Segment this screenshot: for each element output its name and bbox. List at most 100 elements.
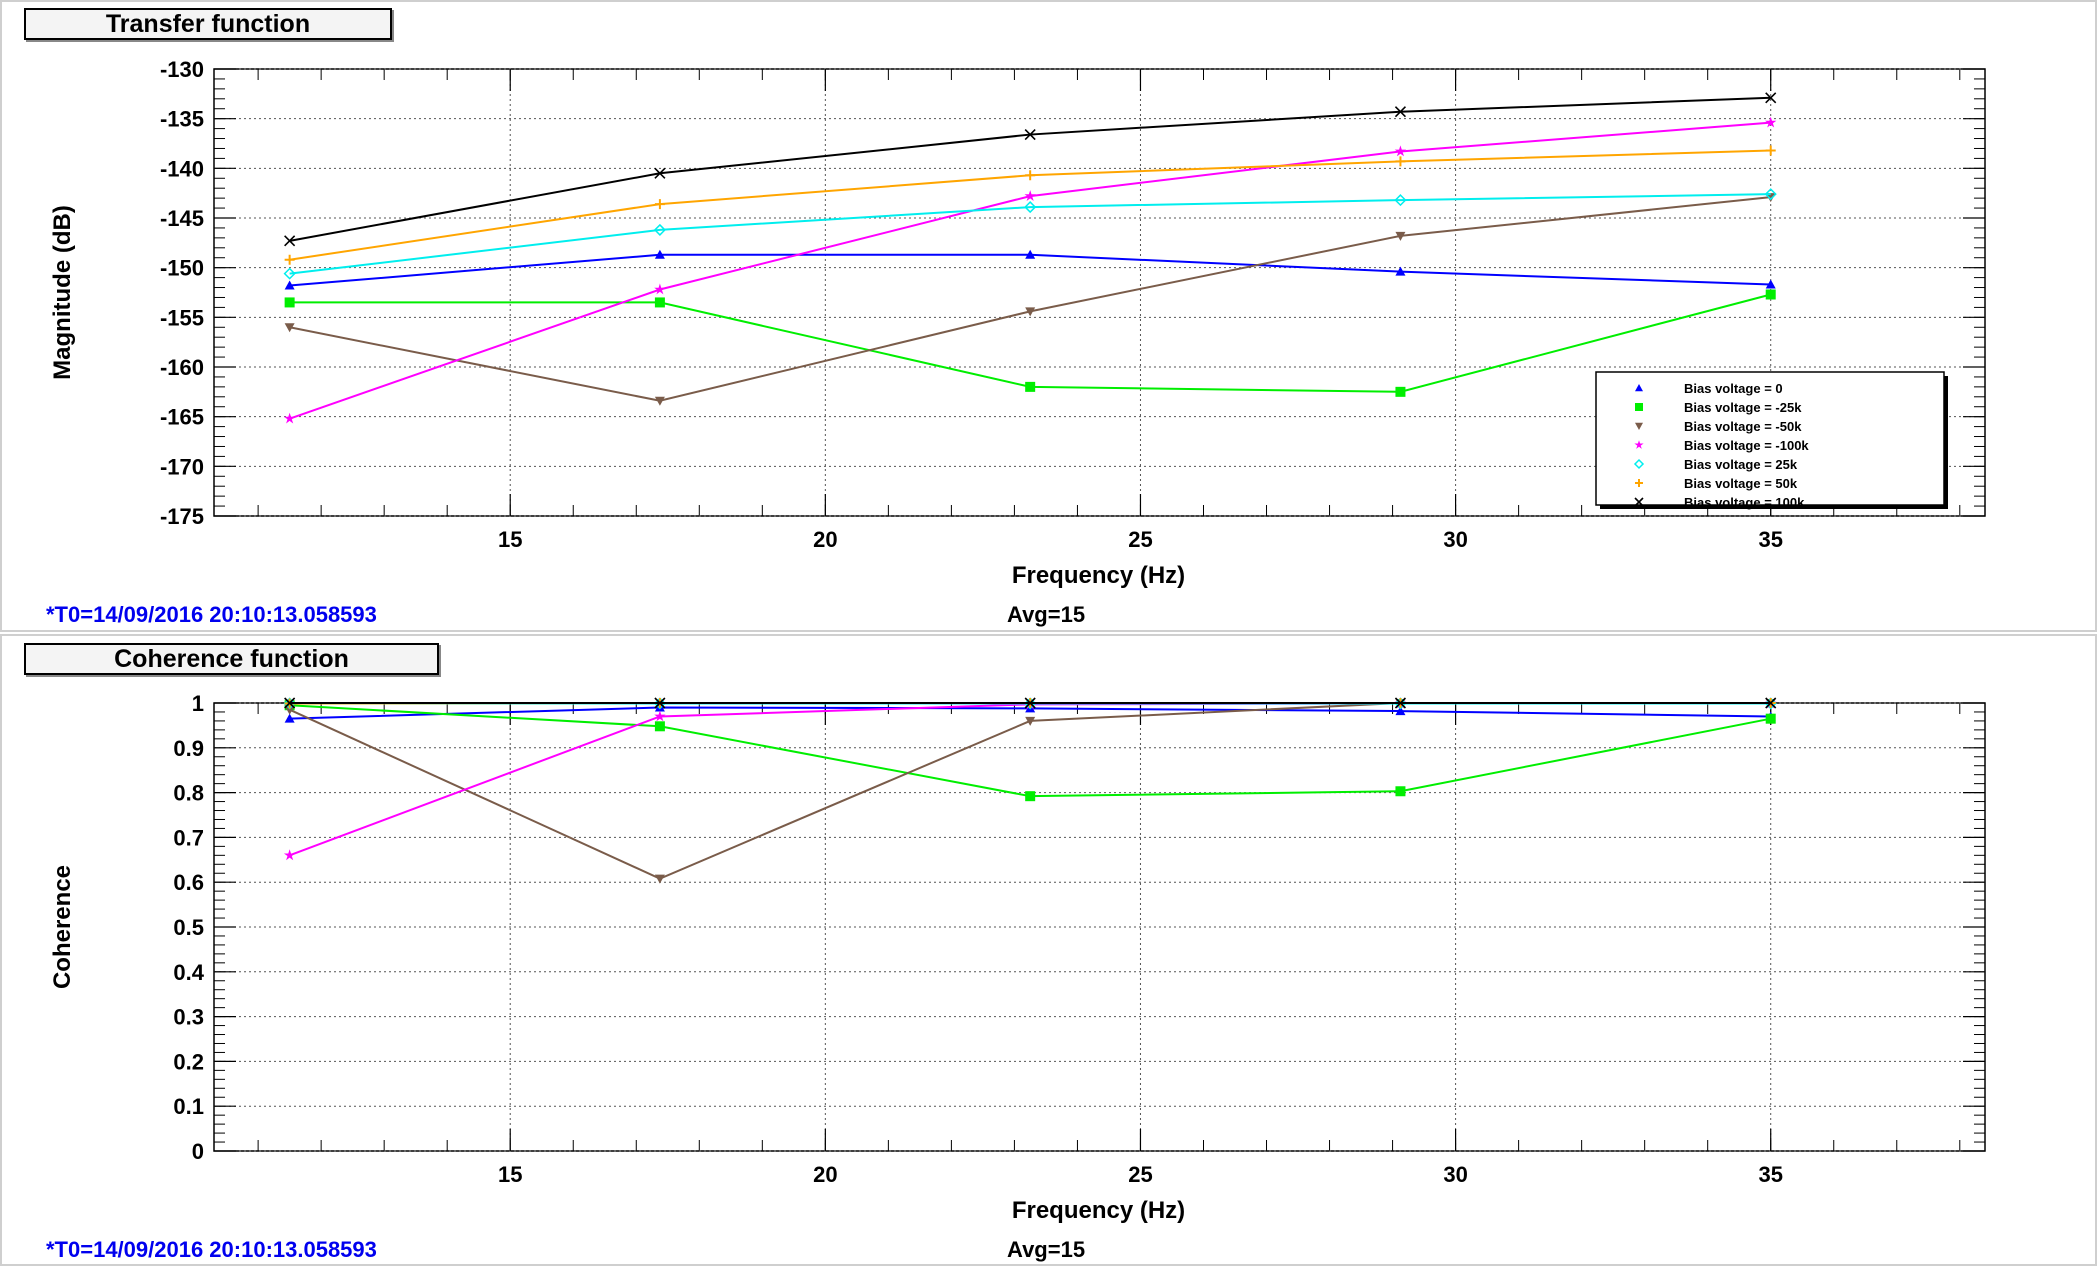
data-point: [1765, 279, 1776, 289]
legend-box: [1595, 371, 1945, 506]
data-point: [1764, 188, 1777, 201]
data-point: [654, 697, 666, 709]
legend-entry: Bias voltage = -25k: [1684, 400, 1802, 415]
data-point: [654, 710, 666, 722]
legend-marker: [1635, 384, 1643, 392]
data-point: [1394, 697, 1407, 709]
data-point: [1765, 145, 1776, 156]
data-point: [1764, 697, 1777, 710]
x-tick-label: 15: [498, 527, 522, 552]
coherence-title-box[interactable]: Coherence function: [24, 643, 439, 675]
transfer-title-box[interactable]: Transfer function: [24, 8, 392, 40]
data-point: [284, 713, 295, 723]
x-tick-label: 35: [1758, 527, 1782, 552]
transfer-avg-label: Avg=15: [1007, 602, 1086, 627]
data-point: [1025, 249, 1036, 259]
legend-marker: [1635, 422, 1643, 430]
data-point: [1395, 266, 1406, 276]
x-tick-label: 20: [813, 527, 837, 552]
data-point: [283, 849, 296, 861]
y-tick-label: 0.1: [173, 1094, 204, 1119]
y-tick-label: 0.3: [173, 1005, 204, 1030]
data-point: [654, 167, 666, 179]
data-point: [1765, 193, 1776, 203]
legend-marker: [1635, 403, 1643, 411]
legend-entry: Bias voltage = 0: [1684, 381, 1783, 396]
data-point: [284, 323, 295, 333]
y-tick-label: -165: [160, 405, 204, 430]
data-point: [1024, 201, 1037, 214]
legend-entry: Bias voltage = -100k: [1684, 438, 1809, 453]
data-point: [1394, 106, 1407, 118]
data-point: [1025, 791, 1036, 802]
x-axis-label: Frequency (Hz): [1012, 1197, 1185, 1224]
y-tick-label: 0.2: [173, 1049, 204, 1074]
y-axis-label: Magnitude (dB): [49, 205, 76, 380]
x-tick-label: 35: [1758, 1162, 1782, 1187]
x-tick-label: 15: [498, 1162, 522, 1187]
x-axis-label: Frequency (Hz): [1012, 562, 1185, 589]
legend-marker: [1635, 479, 1643, 487]
series-line: [289, 193, 1771, 275]
data-point: [1765, 713, 1776, 724]
data-point: [284, 705, 295, 715]
transfer-chart: -130 -135 -140 -145 -150 -155 -160 -165 -170 -175…: [49, 57, 1986, 589]
data-point: [1765, 289, 1776, 300]
y-tick-label: 0.4: [173, 960, 204, 985]
data-point: [284, 697, 296, 709]
y-tick-label: 0.9: [173, 736, 204, 761]
y-axis-label: Coherence: [49, 865, 76, 989]
x-tick-label: 25: [1128, 527, 1152, 552]
y-tick-label: 0.6: [173, 870, 204, 895]
data-point: [1394, 194, 1407, 207]
legend-entry: Bias voltage = -50k: [1684, 419, 1802, 434]
data-point: [1765, 92, 1777, 104]
data-point: [1025, 170, 1036, 181]
data-point: [653, 223, 666, 236]
y-tick-label: 0.7: [173, 825, 204, 850]
data-point: [654, 874, 665, 884]
data-point: [1395, 786, 1406, 797]
x-tick-label: 30: [1443, 527, 1467, 552]
data-point: [1025, 381, 1036, 392]
data-point: [283, 412, 296, 424]
data-point: [1394, 697, 1407, 710]
x-tick-label: 20: [813, 1162, 837, 1187]
data-point: [1024, 697, 1037, 710]
legend-marker: [1634, 440, 1644, 449]
data-point: [1024, 697, 1036, 709]
data-point: [1024, 190, 1036, 201]
y-tick-label: -130: [160, 57, 204, 82]
x-tick-label: 25: [1128, 1162, 1152, 1187]
legend-entry: Bias voltage = 100k: [1684, 495, 1805, 510]
data-point: [283, 267, 296, 280]
data-point: [654, 199, 665, 210]
y-tick-label: 0.8: [173, 781, 204, 806]
y-tick-label: -170: [160, 454, 204, 479]
y-tick-label: -140: [160, 156, 204, 181]
y-tick-label: -175: [160, 504, 204, 529]
y-tick-label: -160: [160, 355, 204, 380]
data-point: [654, 297, 665, 308]
coherence-chart: 0 0.1 0.2 0.3 0.4 0.5 0.6 0.7 0.8 0.9 1 15 20 25 30 35 F…: [49, 691, 1986, 1224]
legend-entry: Bias voltage = 50k: [1684, 476, 1798, 491]
transfer-timestamp: *T0=14/09/2016 20:10:13.058593: [46, 602, 377, 627]
data-point: [1395, 231, 1406, 241]
data-point: [654, 283, 666, 295]
data-point: [1765, 116, 1777, 128]
data-point: [654, 721, 665, 732]
data-point: [284, 297, 295, 308]
y-tick-label: -155: [160, 305, 204, 330]
data-point: [1395, 386, 1406, 397]
legend-marker: [1634, 497, 1644, 507]
data-point: [654, 249, 665, 259]
y-tick-label: 0.5: [173, 915, 204, 940]
y-tick-label: 0: [192, 1139, 204, 1164]
y-tick-label: 1: [192, 691, 204, 716]
data-point: [1765, 697, 1777, 709]
data-point: [1395, 706, 1406, 716]
data-point: [1394, 145, 1407, 157]
y-tick-label: -135: [160, 107, 204, 132]
